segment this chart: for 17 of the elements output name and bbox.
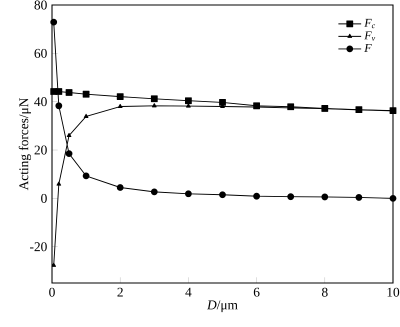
x-tick-label: 10 <box>388 288 400 297</box>
y-tick-label: 60 <box>34 48 47 58</box>
y-tick-label: -20 <box>30 242 47 252</box>
legend-label: F$_{v}$ <box>364 31 376 41</box>
x-tick-label: 2 <box>117 288 123 297</box>
x-tick-label: 4 <box>185 288 192 296</box>
y-tick-label: 40 <box>34 97 47 106</box>
x-axis-title: D/μm <box>206 300 238 312</box>
y-tick-label: 80 <box>34 0 47 10</box>
y-axis-title: Acting forces/μN <box>18 98 32 190</box>
x-tick-label: 8 <box>322 288 328 297</box>
y-tick-label: 20 <box>34 146 47 155</box>
x-tick-label: 6 <box>254 288 260 297</box>
legend-label: F <box>364 44 372 52</box>
y-tick-label: 0 <box>41 194 47 203</box>
x-tick-label: 0 <box>49 288 55 297</box>
legend-label: F$_{c}$ <box>364 18 376 28</box>
